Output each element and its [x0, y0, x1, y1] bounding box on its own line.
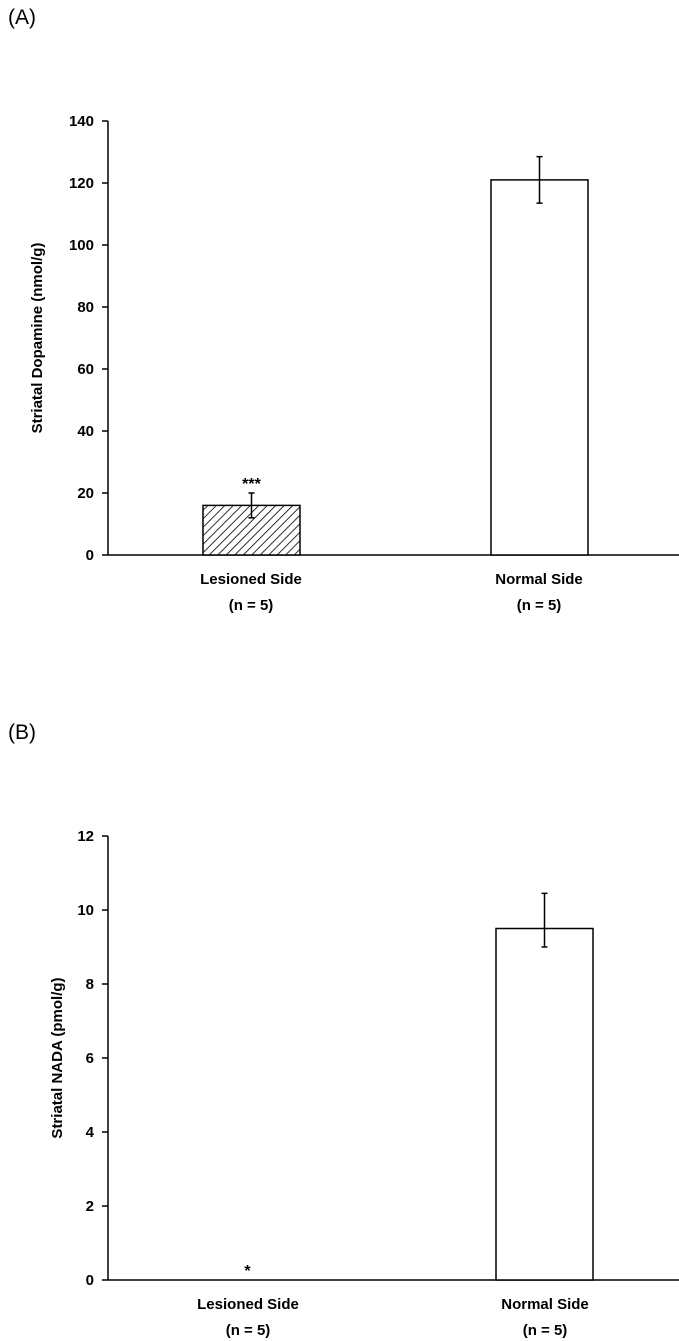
y-axis-label: Striatal NADA (pmol/g) [49, 977, 66, 1138]
x-category-label: Lesioned Side [197, 1296, 299, 1313]
y-tick-label: 80 [77, 299, 94, 316]
x-category-sublabel: (n = 5) [226, 1322, 271, 1339]
y-tick-label: 20 [77, 485, 94, 502]
x-category-label: Normal Side [495, 571, 583, 588]
y-tick-label: 4 [86, 1124, 95, 1141]
dopamine-bar-chart: 0 20 40 60 80 100 120 140 Striatal Dopamine (nmo… [29, 113, 679, 614]
significance-annotation: * [244, 1263, 251, 1280]
x-category-sublabel: (n = 5) [229, 597, 274, 614]
bar [490, 179, 589, 556]
y-tick-label: 120 [69, 175, 94, 192]
y-tick-label: 100 [69, 237, 94, 254]
y-tick-label: 140 [69, 113, 94, 130]
x-category-sublabel: (n = 5) [517, 597, 562, 614]
y-tick-label: 0 [86, 1272, 94, 1289]
y-tick-label: 12 [77, 828, 94, 845]
y-axis-label: Striatal Dopamine (nmol/g) [29, 243, 46, 434]
panel-label-a: (A) [8, 6, 36, 29]
panel-label-b: (B) [8, 721, 36, 744]
bar [495, 927, 594, 1281]
x-category-label: Normal Side [501, 1296, 589, 1313]
y-tick-label: 0 [86, 547, 94, 564]
y-tick-label: 2 [86, 1198, 94, 1215]
nada-bar-chart: 0 2 4 6 8 10 12 Striatal NADA (pmol/g) * Lesioned… [49, 828, 679, 1339]
y-tick-label: 8 [86, 976, 94, 993]
y-tick-label: 40 [77, 423, 94, 440]
x-category-label: Lesioned Side [200, 571, 302, 588]
x-category-sublabel: (n = 5) [523, 1322, 568, 1339]
significance-annotation: *** [242, 476, 261, 493]
y-tick-label: 60 [77, 361, 94, 378]
y-tick-label: 10 [77, 902, 94, 919]
y-tick-label: 6 [86, 1050, 94, 1067]
